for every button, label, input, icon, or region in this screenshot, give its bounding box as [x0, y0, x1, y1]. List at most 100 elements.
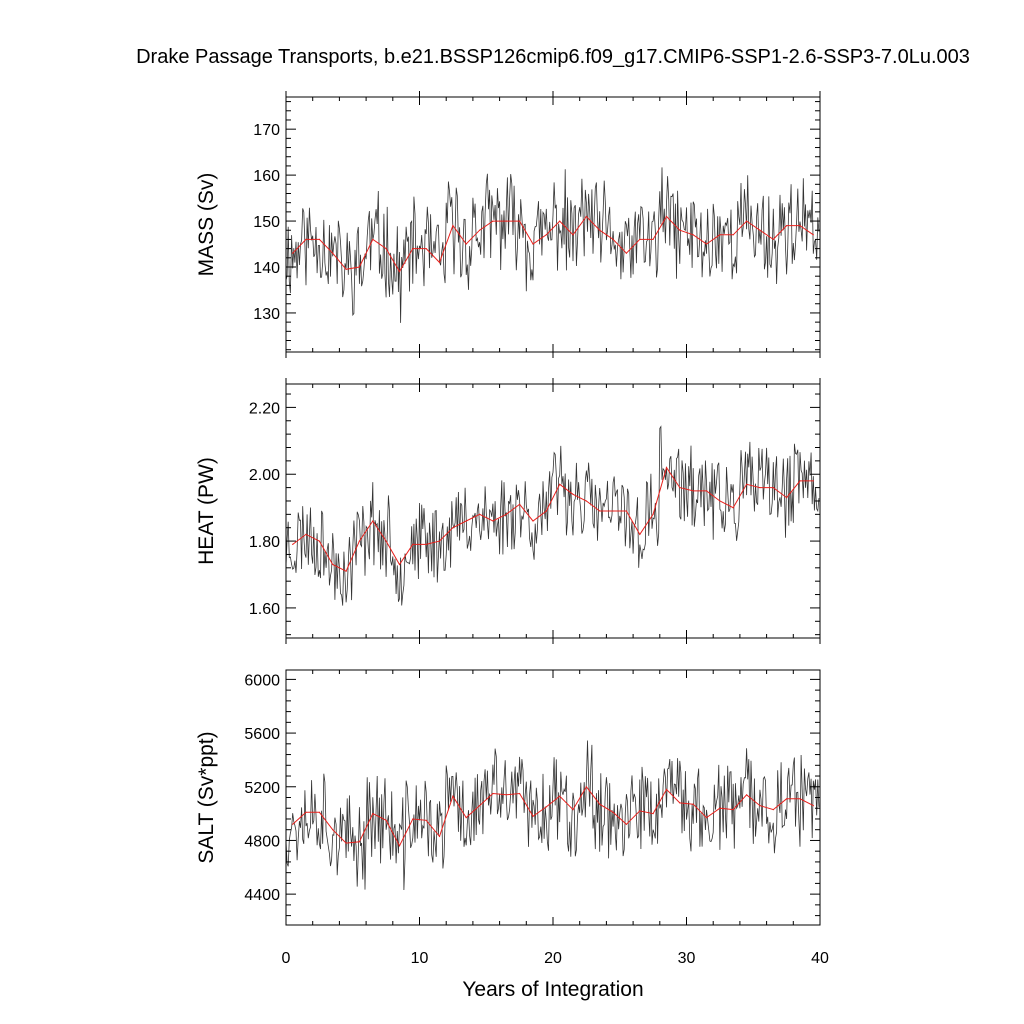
annual-mean-point — [585, 215, 588, 218]
annual-mean-point — [652, 813, 654, 815]
annual-mean-point — [425, 248, 427, 250]
annual-mean-point — [492, 520, 494, 522]
annual-mean-point — [292, 252, 294, 254]
annual-mean-point — [705, 243, 708, 245]
chart-title: Drake Passage Transports, b.e21.BSSP126c… — [136, 46, 970, 68]
annual-mean-point — [452, 795, 454, 797]
annual-mean-point — [772, 487, 774, 489]
annual-mean-point — [465, 520, 467, 522]
y-axis-label: SALT (Sv*ppt) — [195, 731, 218, 863]
annual-mean-point — [746, 220, 748, 222]
annual-mean-point — [572, 234, 574, 236]
annual-mean-point — [545, 234, 547, 236]
annual-mean-point — [479, 805, 481, 807]
annual-mean-point — [505, 513, 507, 515]
annual-mean-point — [398, 271, 401, 273]
y-tick-label: 1.80 — [249, 534, 280, 551]
annual-mean-point — [585, 500, 588, 502]
annual-mean-point — [372, 813, 374, 815]
annual-mean-point — [438, 261, 441, 263]
annual-mean-point — [412, 543, 414, 546]
annual-mean-point — [412, 248, 414, 250]
annual-mean-point — [812, 480, 814, 482]
annual-mean-point — [639, 810, 641, 812]
annual-mean-point — [452, 527, 454, 529]
annual-mean-point — [505, 794, 507, 796]
annual-mean-point — [812, 234, 814, 236]
annual-mean-point — [692, 234, 694, 236]
annual-mean-point — [652, 238, 654, 240]
annual-mean-point — [465, 243, 467, 245]
annual-mean-point — [532, 520, 534, 522]
annual-mean-point — [692, 803, 694, 805]
annual-mean-point — [679, 229, 681, 231]
annual-mean-point — [719, 500, 721, 502]
annual-mean-point — [665, 467, 668, 469]
annual-mean-point — [465, 817, 467, 819]
y-tick-label: 5600 — [244, 726, 280, 743]
annual-mean-point — [612, 510, 614, 512]
y-tick-label: 150 — [253, 214, 280, 231]
annual-mean-point — [452, 225, 454, 227]
annual-mean-point — [345, 268, 347, 270]
annual-mean-point — [425, 543, 427, 546]
annual-mean-point — [372, 238, 374, 240]
annual-mean-point — [612, 811, 614, 813]
annual-mean-point — [318, 540, 320, 542]
x-tick-label: 30 — [678, 950, 696, 967]
annual-mean-point — [559, 220, 561, 222]
annual-mean-point — [519, 792, 521, 795]
annual-mean-point — [559, 795, 561, 797]
y-tick-label: 130 — [253, 306, 280, 323]
annual-mean-point — [519, 503, 521, 505]
annual-mean-point — [719, 807, 721, 809]
annual-mean-point — [625, 510, 628, 512]
annual-mean-point — [332, 252, 334, 254]
annual-mean-point — [532, 815, 534, 817]
annual-mean-point — [438, 835, 441, 838]
annual-mean-point — [759, 805, 761, 807]
x-axis-label: Years of Integration — [462, 978, 643, 1001]
annual-mean-point — [705, 490, 708, 492]
annual-mean-point — [385, 540, 387, 542]
annual-mean-point — [545, 510, 547, 512]
monthly-series-line — [285, 167, 820, 323]
annual-mean-point — [772, 809, 774, 811]
annual-mean-point — [372, 520, 374, 522]
y-tick-label: 2.20 — [249, 400, 280, 417]
annual-mean-point — [732, 234, 734, 236]
y-tick-label: 1.60 — [249, 601, 280, 618]
annual-mean-point — [345, 842, 347, 844]
annual-mean-point — [398, 563, 401, 566]
annual-mean-point — [759, 229, 761, 231]
annual-mean-point — [479, 513, 481, 515]
annual-mean-point — [585, 786, 588, 788]
annual-mean-point — [679, 802, 681, 804]
annual-mean-point — [358, 266, 360, 268]
annual-mean-point — [505, 220, 507, 222]
annual-mean-point — [305, 811, 307, 813]
annual-mean-point — [545, 806, 547, 808]
y-tick-label: 160 — [253, 168, 280, 185]
annual-mean-point — [519, 220, 521, 222]
annual-mean-point — [812, 805, 814, 807]
annual-mean-point — [479, 229, 481, 231]
annual-mean-point — [732, 507, 734, 509]
monthly-series-line — [285, 740, 820, 891]
annual-mean-point — [332, 829, 334, 831]
annual-mean-point — [719, 234, 721, 236]
y-tick-label: 5200 — [244, 780, 280, 797]
annual-mean-point — [799, 225, 801, 227]
y-axis-label: MASS (Sv) — [195, 173, 218, 277]
annual-mean-point — [412, 818, 414, 820]
plot-frame — [285, 383, 821, 639]
annual-mean-line — [292, 466, 814, 572]
annual-mean-point — [786, 497, 788, 499]
annual-mean-point — [746, 794, 748, 796]
annual-mean-point — [799, 480, 801, 482]
annual-mean-point — [358, 841, 360, 843]
annual-mean-point — [305, 533, 307, 536]
annual-mean-point — [759, 487, 761, 489]
annual-mean-point — [398, 845, 401, 847]
y-axis-label: HEAT (PW) — [195, 457, 218, 565]
